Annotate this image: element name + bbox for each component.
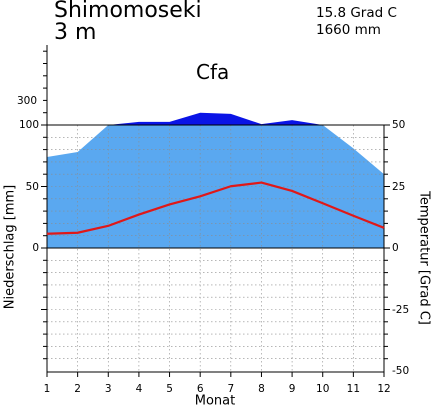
y-left-tick-label: 50 bbox=[25, 180, 39, 193]
x-tick-label: 11 bbox=[346, 383, 361, 395]
y-axis-left-scaled-tick: 300 bbox=[16, 95, 37, 107]
y-right-tick-label: -50 bbox=[392, 365, 410, 377]
y-right-tick-label: 25 bbox=[392, 180, 406, 193]
y-right-tick-label: 0 bbox=[392, 242, 399, 254]
x-tick-label: 5 bbox=[166, 383, 173, 395]
y-left-tick-label: 0 bbox=[32, 242, 39, 254]
climate-classification: Cfa bbox=[196, 60, 230, 84]
x-tick-label: 4 bbox=[135, 383, 143, 395]
y-right-tick-label: 50 bbox=[392, 119, 406, 131]
axis-ticks bbox=[41, 50, 390, 377]
grid-lines bbox=[46, 125, 385, 372]
x-tick-label: 3 bbox=[104, 383, 112, 395]
x-tick-label: 9 bbox=[288, 383, 296, 395]
station-name: Shimomoseki bbox=[54, 0, 202, 23]
x-tick-label: 2 bbox=[74, 383, 81, 395]
x-tick-label: 6 bbox=[196, 383, 204, 395]
x-tick-label: 1 bbox=[43, 383, 51, 395]
temperature-line bbox=[46, 181, 385, 235]
x-axis-label: Monat bbox=[194, 393, 236, 409]
x-tick-label: 7 bbox=[227, 383, 235, 395]
station-elevation: 3 m bbox=[54, 20, 97, 45]
y-right-tick-label: -25 bbox=[392, 303, 410, 316]
precipitation-excess-fill bbox=[47, 112, 384, 125]
annual-precipitation: 1660 mm bbox=[316, 22, 381, 38]
mean-temperature: 15.8 Grad C bbox=[316, 5, 397, 21]
y-axis-right-label: Temperatur [Grad C] bbox=[416, 191, 432, 325]
y-left-tick-label: 100 bbox=[18, 119, 39, 131]
x-tick-label: 12 bbox=[377, 383, 391, 395]
y-axis-left-label: Niederschlag [mm] bbox=[2, 184, 18, 310]
x-tick-label: 8 bbox=[258, 383, 265, 395]
x-tick-label: 10 bbox=[316, 383, 330, 395]
